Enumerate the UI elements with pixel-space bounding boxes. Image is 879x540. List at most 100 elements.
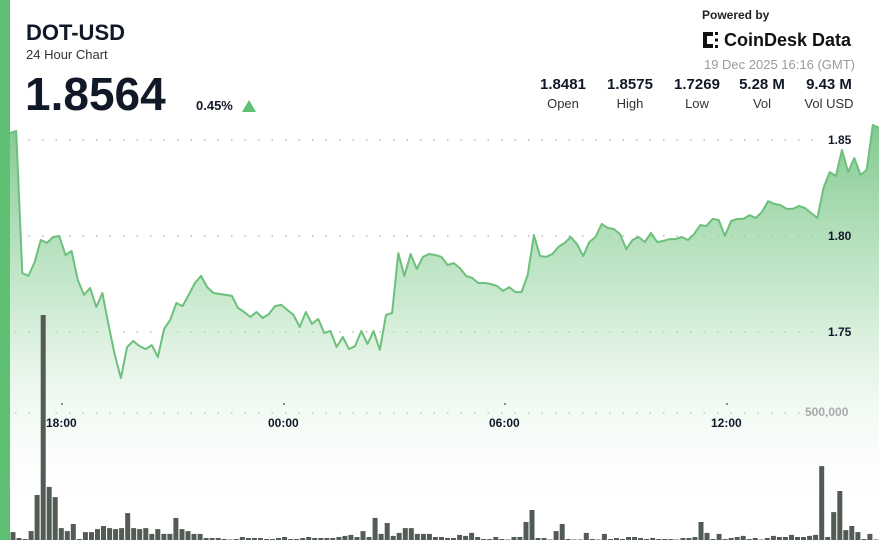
y-tick-label: 1.75 bbox=[828, 325, 852, 339]
volume-bar bbox=[330, 538, 336, 540]
volume-bar bbox=[137, 529, 143, 540]
price-area-fill bbox=[10, 125, 879, 540]
stat-vol: 5.28 M Vol bbox=[730, 76, 794, 111]
volume-tick-label: 500,000 bbox=[805, 405, 849, 419]
stat-vol-usd: 9.43 M Vol USD bbox=[797, 76, 861, 111]
y-tick-label: 1.85 bbox=[828, 133, 852, 147]
volume-bar bbox=[752, 538, 758, 540]
volume-bar bbox=[849, 526, 855, 540]
stat-value: 5.28 M bbox=[739, 76, 785, 93]
volume-bar bbox=[408, 528, 414, 540]
volume-bar bbox=[215, 538, 221, 540]
volume-bar bbox=[155, 529, 161, 540]
volume-bar bbox=[306, 537, 312, 540]
volume-bar bbox=[70, 524, 76, 540]
volume-bar bbox=[113, 529, 119, 540]
volume-bar bbox=[390, 535, 396, 540]
volume-bar bbox=[650, 538, 656, 540]
volume-bar bbox=[638, 538, 644, 540]
volume-bar bbox=[82, 532, 88, 540]
volume-bar bbox=[336, 537, 342, 540]
volume-bar bbox=[402, 528, 408, 540]
volume-bar bbox=[16, 538, 22, 540]
x-tick-label: 00:00 bbox=[268, 416, 299, 430]
volume-bar bbox=[40, 315, 46, 540]
volume-bar bbox=[209, 538, 215, 540]
volume-bar bbox=[614, 538, 619, 540]
x-tick-label: 06:00 bbox=[489, 416, 520, 430]
volume-bar bbox=[378, 533, 384, 540]
volume-bar bbox=[734, 537, 740, 540]
volume-bar bbox=[300, 538, 306, 540]
y-tick-label: 1.80 bbox=[828, 229, 852, 243]
volume-bar bbox=[704, 532, 710, 540]
volume-bar bbox=[107, 528, 113, 540]
x-tick-mark bbox=[61, 403, 63, 405]
volume-bar bbox=[432, 537, 438, 540]
stat-label: Open bbox=[547, 96, 579, 111]
volume-bar bbox=[89, 532, 94, 540]
volume-bar bbox=[601, 533, 607, 540]
current-price: 1.8564 bbox=[25, 68, 166, 120]
volume-bar bbox=[396, 532, 402, 540]
volume-bar bbox=[191, 533, 197, 540]
volume-bar bbox=[101, 526, 106, 540]
timestamp: 19 Dec 2025 16:16 (GMT) bbox=[703, 57, 855, 72]
volume-bar bbox=[680, 538, 686, 540]
volume-bar bbox=[95, 529, 100, 540]
volume-bar bbox=[143, 528, 149, 540]
powered-by-label: Powered by bbox=[702, 8, 770, 22]
volume-bar bbox=[179, 529, 185, 540]
volume-bar bbox=[46, 486, 52, 540]
volume-bar bbox=[469, 532, 475, 540]
volume-bar bbox=[789, 534, 794, 540]
volume-bar bbox=[64, 531, 70, 540]
volume-bar bbox=[173, 517, 179, 540]
volume-bar bbox=[426, 533, 432, 540]
volume-bar bbox=[831, 512, 837, 540]
stat-label: Low bbox=[685, 96, 709, 111]
accent-bar bbox=[0, 0, 10, 540]
x-axis-ticks bbox=[61, 403, 728, 405]
volume-bar bbox=[825, 537, 831, 540]
volume-bar bbox=[197, 533, 203, 540]
volume-bar bbox=[511, 537, 517, 540]
price-change: 0.45% bbox=[196, 98, 233, 113]
volume-bars bbox=[10, 315, 879, 540]
volume-bar bbox=[10, 532, 16, 540]
volume-bar bbox=[475, 537, 481, 540]
volume-bar bbox=[529, 510, 535, 540]
coindesk-data-logo: CoinDesk Data bbox=[701, 29, 851, 51]
volume-bar bbox=[372, 517, 378, 540]
volume-bar bbox=[324, 538, 330, 540]
volume-bar bbox=[257, 538, 263, 540]
stat-label: High bbox=[616, 96, 644, 111]
volume-bar bbox=[819, 466, 825, 540]
stat-value: 1.8575 bbox=[607, 76, 653, 93]
volume-bar bbox=[420, 533, 426, 540]
volume-bar bbox=[203, 538, 209, 540]
volume-bar bbox=[149, 533, 155, 540]
x-tick-mark bbox=[726, 403, 728, 405]
volume-bar bbox=[28, 531, 34, 540]
volume-bar bbox=[716, 533, 722, 540]
volume-bar bbox=[740, 535, 746, 540]
volume-bar bbox=[559, 524, 565, 540]
volume-bar bbox=[439, 537, 444, 540]
volume-bar bbox=[837, 491, 843, 540]
volume-bar bbox=[185, 531, 191, 540]
volume-bar bbox=[52, 497, 58, 540]
volume-bar bbox=[807, 535, 813, 540]
volume-bar bbox=[535, 538, 541, 540]
stat-open: 1.8481 Open bbox=[531, 76, 595, 111]
volume-bar bbox=[119, 528, 125, 540]
volume-bar bbox=[354, 537, 360, 540]
x-tick-label: 18:00 bbox=[46, 416, 77, 430]
volume-bar bbox=[801, 537, 806, 540]
volume-bar bbox=[855, 532, 861, 540]
stat-label: Vol bbox=[752, 96, 772, 111]
volume-bar bbox=[161, 533, 167, 540]
volume-bar bbox=[813, 534, 819, 540]
volume-bar bbox=[282, 537, 288, 540]
